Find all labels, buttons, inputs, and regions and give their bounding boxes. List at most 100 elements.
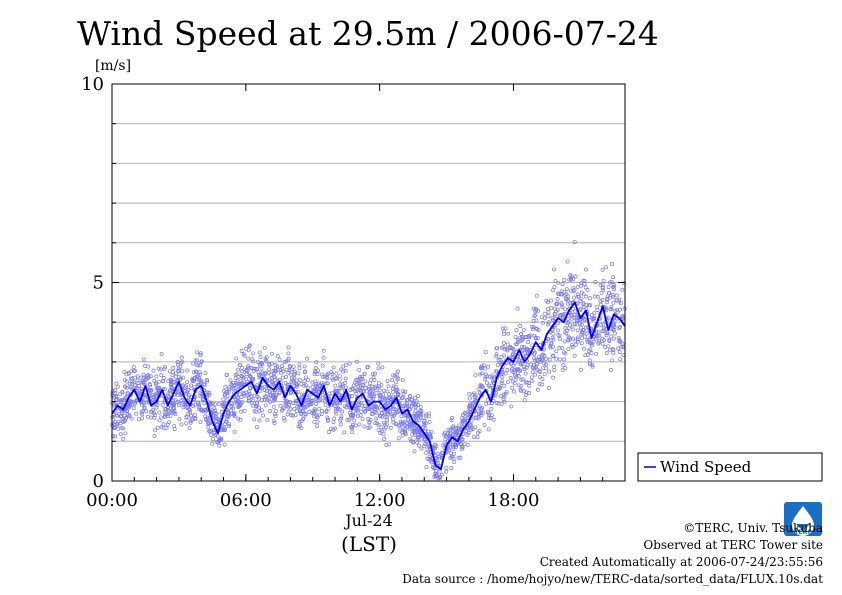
scatter-point xyxy=(573,339,578,344)
scatter-point xyxy=(314,388,319,393)
scatter-point xyxy=(495,362,500,367)
scatter-point xyxy=(263,372,268,377)
scatter-point xyxy=(192,375,197,380)
scatter-point xyxy=(612,283,616,287)
axis-ticks: 0 5 10 00:00 06:00 12:00 18:00 xyxy=(81,74,625,511)
scatter-point xyxy=(487,412,492,417)
scatter-point xyxy=(469,404,474,409)
scatter-point xyxy=(511,348,516,353)
scatter-point xyxy=(265,417,270,422)
scatter-point xyxy=(598,283,603,287)
scatter-point xyxy=(589,341,594,346)
scatter-point xyxy=(391,384,396,389)
scatter-point xyxy=(213,408,218,413)
scatter-point xyxy=(232,411,237,416)
scatter-point xyxy=(242,394,247,398)
scatter-point xyxy=(373,421,378,426)
scatter-point xyxy=(141,357,146,362)
scatter-point xyxy=(329,370,334,374)
scatter-point xyxy=(524,390,529,395)
scatter-point xyxy=(265,391,270,396)
scatter-point xyxy=(510,379,515,384)
scatter-point xyxy=(124,385,129,390)
scatter-point xyxy=(550,335,555,340)
scatter-point xyxy=(575,339,580,344)
scatter-point xyxy=(401,404,406,409)
scatter-point xyxy=(442,432,447,437)
scatter-point xyxy=(214,422,219,427)
scatter-point xyxy=(535,387,540,392)
scatter-point xyxy=(286,345,291,350)
scatter-point xyxy=(543,366,548,371)
scatter-point xyxy=(334,376,339,380)
scatter-point xyxy=(473,373,478,378)
scatter-point xyxy=(262,395,267,400)
scatter-point xyxy=(417,437,422,442)
scatter-point xyxy=(475,435,480,439)
scatter-point xyxy=(156,366,161,371)
scatter-point xyxy=(551,331,556,336)
scatter-point xyxy=(271,404,276,409)
y-axis-label: [m/s] xyxy=(95,58,131,74)
scatter-point xyxy=(388,398,393,403)
scatter-point xyxy=(579,296,584,301)
scatter-point xyxy=(314,402,319,406)
scatter-point xyxy=(238,379,243,384)
scatter-point xyxy=(394,388,399,393)
scatter-point xyxy=(371,405,376,410)
scatter-point xyxy=(460,416,464,421)
scatter-point xyxy=(294,378,299,383)
scatter-point xyxy=(168,413,173,418)
scatter-point xyxy=(521,327,526,332)
scatter-point xyxy=(546,310,551,315)
terc-logo-icon: TERC xyxy=(784,502,822,536)
scatter-point xyxy=(115,423,120,428)
scatter-point xyxy=(401,395,405,400)
scatter-point xyxy=(209,432,214,437)
scatter-point xyxy=(579,283,584,288)
scatter-point xyxy=(546,307,551,311)
scatter-point xyxy=(140,412,145,417)
scatter-point xyxy=(412,423,417,428)
scatter-point xyxy=(188,420,193,425)
scatter-point xyxy=(618,357,623,362)
scatter-point xyxy=(400,396,405,401)
scatter-point xyxy=(221,397,226,402)
scatter-point xyxy=(451,446,456,451)
scatter-point xyxy=(359,409,364,414)
scatter-point xyxy=(553,279,558,283)
scatter-point xyxy=(385,418,390,423)
scatter-point xyxy=(118,432,123,437)
scatter-point xyxy=(284,359,289,364)
scatter-point xyxy=(113,434,118,439)
scatter-point xyxy=(266,370,271,375)
scatter-point xyxy=(337,374,342,379)
scatter-point xyxy=(501,397,506,401)
scatter-point xyxy=(573,274,578,279)
scatter-point xyxy=(516,383,521,388)
scatter-point xyxy=(427,419,432,424)
scatter-point xyxy=(618,325,623,329)
scatter-point xyxy=(227,422,231,427)
scatter-point xyxy=(382,388,386,393)
scatter-point xyxy=(269,351,274,356)
scatter-point xyxy=(508,346,513,350)
scatter-point xyxy=(254,425,259,429)
scatter-point xyxy=(153,382,158,387)
scatter-point xyxy=(143,364,148,368)
scatter-point xyxy=(347,361,352,366)
scatter-point xyxy=(542,361,547,366)
scatter-point xyxy=(407,403,412,408)
scatter-point xyxy=(520,348,525,353)
scatter-point xyxy=(251,369,256,373)
scatter-point xyxy=(325,415,330,420)
scatter-point xyxy=(334,406,339,411)
scatter-point xyxy=(416,402,421,407)
scatter-point xyxy=(616,346,621,351)
scatter-point xyxy=(579,281,584,286)
scatter-point xyxy=(394,380,399,385)
scatter-point xyxy=(257,373,261,377)
scatter-point xyxy=(497,386,502,391)
scatter-point xyxy=(236,374,241,379)
scatter-point xyxy=(579,341,584,346)
